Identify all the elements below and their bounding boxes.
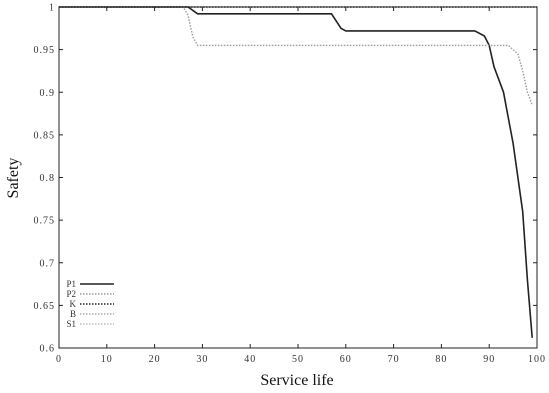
legend-label-b: B [70,309,76,319]
y-tick-label: 0.65 [34,301,56,312]
y-tick-label: 0.9 [40,88,56,99]
y-axis-label: Safety [5,158,22,199]
y-tick-label: 1 [49,3,55,14]
x-tick-label: 80 [435,354,447,365]
series-layer [59,6,537,338]
y-tick-label: 0.85 [34,130,56,141]
legend-label-k: K [70,299,77,309]
legend-label-p1: P1 [66,279,76,289]
x-tick-label: 60 [340,354,352,365]
x-tick-label: 50 [292,354,304,365]
x-tick-label: 30 [196,354,208,365]
y-tick-label: 0.75 [34,216,56,227]
x-tick-label: 10 [101,354,113,365]
legend-label-s1: S1 [66,319,76,329]
x-tick-label: 20 [149,354,161,365]
y-tick-label: 0.7 [40,258,56,269]
y-tick-label: 0.95 [34,45,56,56]
x-axis-label: Service life [260,372,333,389]
y-tick-label: 0.8 [40,173,56,184]
x-tick-label: 0 [56,354,62,365]
y-tick-label: 0.6 [40,344,56,355]
ticks-layer: 0 10 20 30 40 50 60 70 80 90 100 0.6 0.65 0.7 0.75 0.8 0… [34,3,546,366]
x-tick-label: 100 [528,354,546,365]
x-tick-label: 70 [388,354,400,365]
series-line-p2 [59,6,533,106]
x-tick-label: 90 [483,354,495,365]
plot-area [58,6,538,349]
plot-frame [58,6,538,349]
series-line-p1 [59,6,533,338]
legend-label-p2: P2 [66,289,76,299]
x-tick-label: 40 [244,354,256,365]
